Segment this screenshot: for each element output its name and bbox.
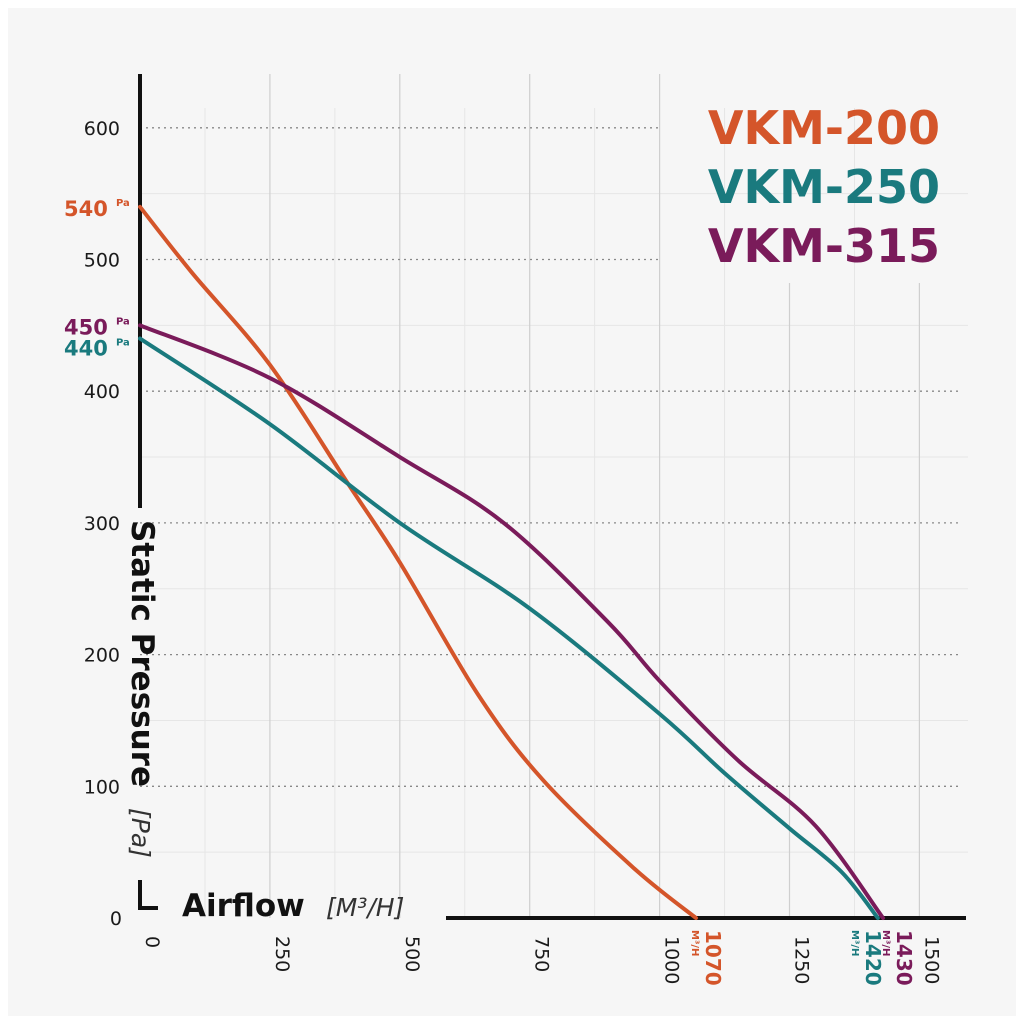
y-axis-title: Static Pressure (124, 520, 160, 787)
start-label: 450 (64, 315, 108, 339)
start-unit: Pa (116, 338, 130, 349)
chart-card: 0 100 200 300 400 500 600 0 250 500 750 1000 1250 150… (8, 8, 1016, 1016)
end-label: 1430 (892, 930, 916, 986)
end-unit: M³/H (689, 930, 700, 956)
end-label: 1070 (701, 930, 725, 986)
series-line-vkm-315 (138, 323, 886, 920)
x-axis-title: Airflow (182, 888, 305, 924)
x-tick-label: 750 (531, 936, 553, 972)
x-tick-label: 0 (141, 936, 163, 948)
y-tick-label: 600 (84, 118, 120, 140)
y-tick-label: 400 (84, 381, 120, 403)
series-line-vkm-250 (138, 336, 880, 920)
end-label: 1420 (861, 930, 885, 986)
end-unit: M³/H (849, 930, 860, 956)
y-tick-label: 500 (84, 250, 120, 272)
start-unit: Pa (116, 316, 130, 327)
start-label: 540 (64, 197, 108, 221)
y-tick-label: 100 (84, 776, 120, 798)
start-unit: Pa (116, 198, 130, 209)
x-tick-label: 1500 (920, 936, 942, 984)
x-axis-unit: [M³/H] (326, 893, 404, 922)
static-pressure-chart: 0 100 200 300 400 500 600 0 250 500 750 1000 1250 150… (64, 74, 968, 986)
x-tick-label: 250 (271, 936, 293, 972)
x-tick-label: 1000 (661, 936, 683, 984)
start-label: 440 (64, 337, 108, 361)
y-tick-label: 0 (110, 908, 122, 930)
legend-entry-vkm-315: VKM-315 (708, 219, 940, 273)
y-axis-unit: [Pa] (126, 808, 155, 858)
y-tick-label: 300 (84, 513, 120, 535)
legend-entry-vkm-250: VKM-250 (708, 160, 940, 214)
end-unit: M³/H (880, 930, 891, 956)
y-tick-label: 200 (84, 645, 120, 667)
legend-entry-vkm-200: VKM-200 (708, 101, 940, 155)
axis-corner (138, 880, 158, 910)
x-tick-label: 1250 (791, 936, 813, 984)
series-line-vkm-200 (138, 204, 698, 920)
x-tick-label: 500 (401, 936, 423, 972)
